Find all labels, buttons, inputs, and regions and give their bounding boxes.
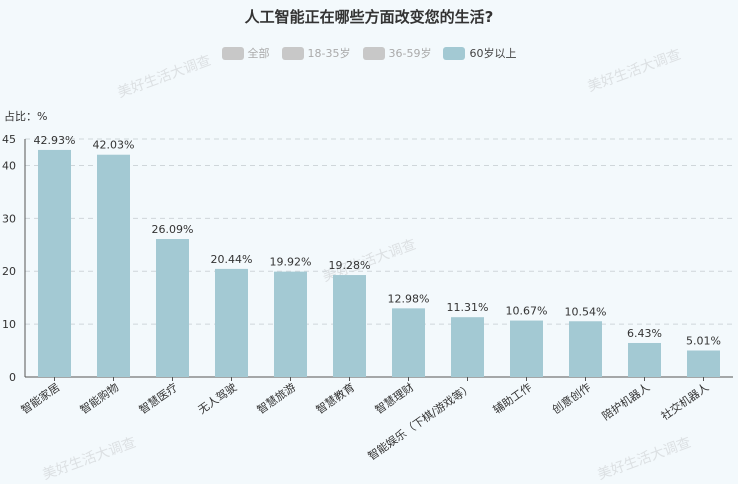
bar-value-label: 10.54% [565, 305, 607, 318]
bar-value-label: 12.98% [388, 292, 430, 305]
x-tick-label: 智能购物 [77, 380, 121, 417]
legend-item[interactable]: 36-59岁 [362, 45, 432, 61]
bar [97, 154, 130, 377]
bar [333, 275, 366, 377]
bar-value-label: 42.03% [93, 139, 135, 152]
legend-item[interactable]: 全部 [221, 45, 270, 61]
x-tick-label: 智慧理财 [372, 380, 416, 417]
x-tick-label: 陪护机器人 [599, 380, 652, 423]
legend-swatch [362, 46, 385, 60]
chart-title: 人工智能正在哪些方面改变您的生活? [244, 8, 494, 26]
legend-label: 60岁以上 [469, 47, 517, 60]
bar-value-label: 6.43% [627, 327, 662, 340]
y-tick-label: 0 [9, 371, 16, 384]
bar [215, 268, 248, 377]
bar-value-label: 20.44% [211, 253, 253, 266]
bar [392, 308, 425, 377]
bar-value-label: 10.67% [506, 305, 548, 318]
y-tick-label: 45 [2, 133, 16, 146]
bar-value-label: 11.31% [447, 301, 489, 314]
bar [274, 271, 307, 377]
legend-label: 36-59岁 [388, 47, 432, 60]
x-tick-label: 智慧旅游 [254, 380, 298, 417]
x-tick-label: 辅助工作 [490, 380, 534, 417]
y-tick-label: 30 [2, 212, 16, 225]
legend: 全部 18-35岁 36-59岁 60岁以上 [0, 45, 738, 61]
legend-item[interactable]: 18-35岁 [281, 45, 351, 61]
y-axis-unit-label: 占比：% [4, 110, 48, 123]
bar [628, 342, 661, 377]
x-tick-label: 无人驾驶 [195, 380, 239, 417]
bar [156, 239, 189, 377]
bar-value-label: 19.28% [329, 259, 371, 272]
bar [38, 149, 71, 377]
y-tick-label: 10 [2, 318, 16, 331]
legend-label: 18-35岁 [307, 47, 351, 60]
bar [569, 321, 602, 377]
legend-swatch [443, 46, 466, 60]
bar [510, 320, 543, 377]
bar-value-label: 5.01% [686, 335, 721, 348]
x-tick-label: 智能家居 [18, 380, 62, 417]
bar [687, 350, 720, 377]
bar [451, 317, 484, 377]
bar-value-label: 42.93% [34, 134, 76, 147]
legend-swatch [221, 46, 244, 60]
legend-item[interactable]: 60岁以上 [443, 45, 516, 61]
y-tick-label: 20 [2, 265, 16, 278]
bar-value-label: 19.92% [270, 256, 312, 269]
x-tick-label: 智慧教育 [313, 380, 357, 417]
x-tick-label: 创意创作 [549, 380, 593, 417]
x-tick-label: 智慧医疗 [136, 380, 180, 417]
legend-swatch [281, 46, 304, 60]
x-tick-label: 智能娱乐（下棋/游戏等） [365, 380, 475, 463]
legend-label: 全部 [247, 47, 270, 60]
x-tick-label: 社交机器人 [658, 380, 711, 423]
y-tick-label: 40 [2, 159, 16, 172]
bar-value-label: 26.09% [152, 223, 194, 236]
